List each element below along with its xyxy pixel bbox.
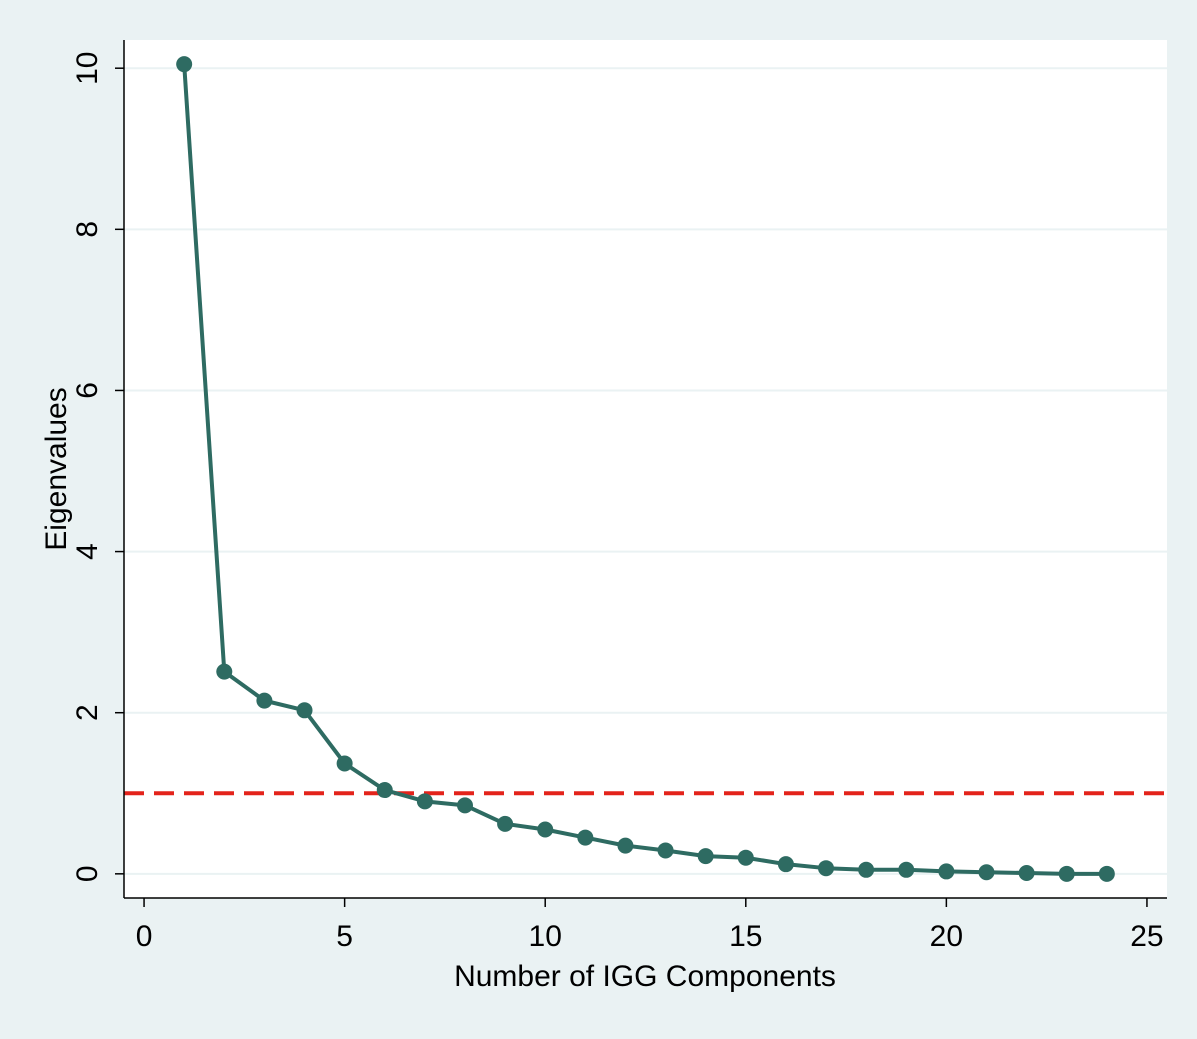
data-point-11	[577, 829, 594, 846]
x-tick-label-20: 20	[930, 920, 963, 953]
data-point-19	[898, 861, 915, 878]
data-point-15	[737, 849, 754, 866]
series-group	[176, 56, 1115, 882]
data-point-10	[537, 821, 554, 838]
data-point-22	[1018, 865, 1035, 882]
data-point-23	[1058, 865, 1075, 882]
y-tick-label-0: 0	[71, 865, 104, 882]
data-point-5	[336, 755, 353, 772]
x-tick-label-25: 25	[1130, 920, 1163, 953]
y-axis-ticks: 0 2 4 6 8 10	[71, 52, 124, 882]
data-point-1	[176, 56, 193, 73]
y-tick-label-4: 4	[71, 543, 104, 560]
data-point-20	[938, 863, 955, 880]
x-tick-label-5: 5	[336, 920, 353, 953]
x-tick-label-0: 0	[136, 920, 153, 953]
y-tick-label-6: 6	[71, 382, 104, 399]
data-point-3	[256, 692, 273, 709]
y-tick-label-2: 2	[71, 704, 104, 721]
data-point-14	[697, 848, 714, 865]
x-axis-ticks: 0 5 10 15 20 25	[136, 898, 1164, 953]
data-point-4	[296, 702, 313, 719]
data-point-18	[858, 861, 875, 878]
x-tick-label-15: 15	[729, 920, 762, 953]
data-point-8	[456, 797, 473, 814]
plot-area	[124, 40, 1167, 898]
data-point-17	[818, 860, 835, 877]
data-point-2	[216, 663, 233, 680]
data-point-6	[376, 782, 393, 799]
y-axis-title: Eigenvalues	[40, 387, 73, 550]
y-tick-label-10: 10	[71, 52, 104, 85]
data-point-21	[978, 864, 995, 881]
data-point-12	[617, 837, 634, 854]
y-tick-label-8: 8	[71, 221, 104, 238]
data-point-9	[497, 815, 514, 832]
data-point-7	[416, 793, 433, 810]
axes	[123, 40, 1167, 899]
data-point-16	[777, 856, 794, 873]
data-point-13	[657, 842, 674, 859]
x-axis-title: Number of IGG Components	[454, 960, 836, 993]
data-point-24	[1098, 865, 1115, 882]
x-tick-label-10: 10	[529, 920, 562, 953]
